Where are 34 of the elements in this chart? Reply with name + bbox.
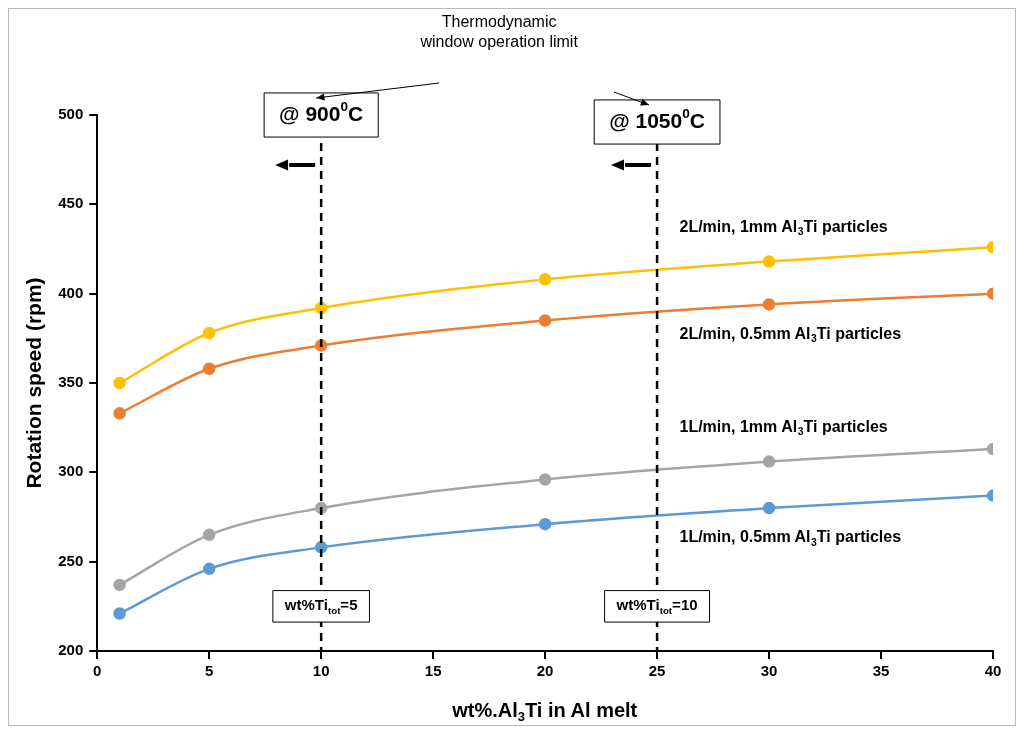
x-tick-label: 10 xyxy=(312,662,330,680)
point xyxy=(202,362,216,375)
x-tick-label: 25 xyxy=(648,662,666,680)
y-tick-label: 250 xyxy=(58,551,84,569)
point xyxy=(762,455,776,468)
y-tick-label: 400 xyxy=(58,283,84,301)
x-tick-label: 5 xyxy=(205,662,214,680)
x-tick-label: 40 xyxy=(984,662,1002,680)
x-tick-label: 35 xyxy=(872,662,890,680)
point xyxy=(202,528,216,542)
point xyxy=(202,562,216,576)
x-tick-label: 15 xyxy=(424,662,442,680)
x-tick-label: 20 xyxy=(536,662,554,680)
y-tick-label: 350 xyxy=(58,373,84,391)
point xyxy=(538,273,552,286)
point xyxy=(762,501,776,515)
x-tick-label: 0 xyxy=(93,662,102,680)
point xyxy=(202,326,216,340)
point xyxy=(538,517,552,531)
point xyxy=(762,255,776,268)
point xyxy=(113,578,126,592)
point xyxy=(538,473,552,486)
point xyxy=(538,314,552,327)
text: Thermodynamic window operation limit xyxy=(419,13,579,51)
point xyxy=(113,376,126,390)
point xyxy=(113,607,126,620)
y-tick-label: 500 xyxy=(58,105,84,123)
y-tick-label: 300 xyxy=(58,462,84,480)
x-tick-label: 30 xyxy=(760,662,778,680)
y-axis-title: Rotation speed (rpm) xyxy=(22,277,46,489)
y-tick-label: 200 xyxy=(58,641,84,659)
point xyxy=(762,298,776,311)
point xyxy=(113,407,126,420)
y-tick-label: 450 xyxy=(58,194,84,212)
